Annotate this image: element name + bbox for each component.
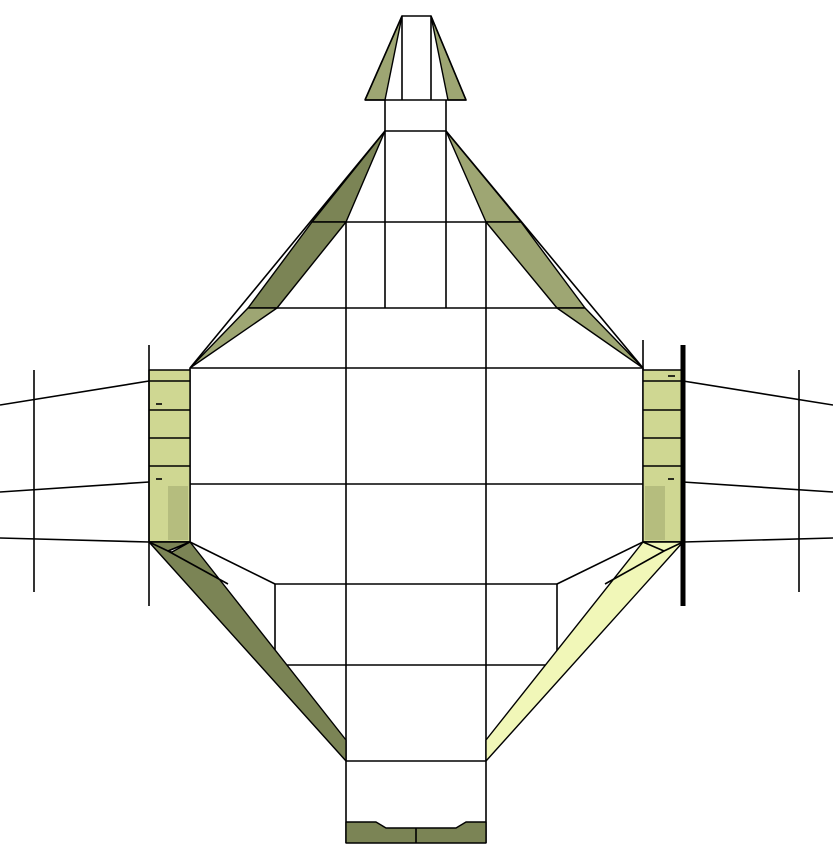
strut-edge: [189, 130, 386, 369]
neck: [346, 100, 486, 308]
strut-edge: [604, 550, 665, 585]
strut-face: [189, 307, 278, 369]
strut-face: [556, 307, 644, 369]
stern-block: [345, 761, 487, 844]
right-module: [642, 340, 686, 606]
boom-line: [0, 380, 150, 406]
upper-left-strut: [189, 130, 386, 369]
left-module-shade: [168, 486, 188, 540]
lower-left-strut: [148, 541, 347, 762]
strut-edge: [445, 130, 644, 369]
boom-line: [682, 537, 833, 543]
right-booms: [682, 370, 833, 592]
strut-face: [485, 541, 684, 762]
boom-line: [682, 380, 833, 406]
strut-face: [485, 221, 586, 309]
strut-edge: [556, 541, 644, 585]
strut-face: [148, 541, 347, 762]
strut-face: [247, 221, 347, 309]
left-booms: [0, 370, 150, 592]
boom-line: [682, 481, 833, 493]
lower-right-strut: [485, 541, 684, 762]
nose-cone: [364, 15, 467, 101]
strut-edge: [167, 550, 229, 585]
left-module: [148, 345, 191, 606]
boom-line: [0, 481, 150, 493]
right-module-shade: [645, 486, 665, 540]
boom-line: [0, 537, 150, 543]
strut-edge: [189, 541, 276, 585]
upper-right-strut: [445, 130, 644, 369]
